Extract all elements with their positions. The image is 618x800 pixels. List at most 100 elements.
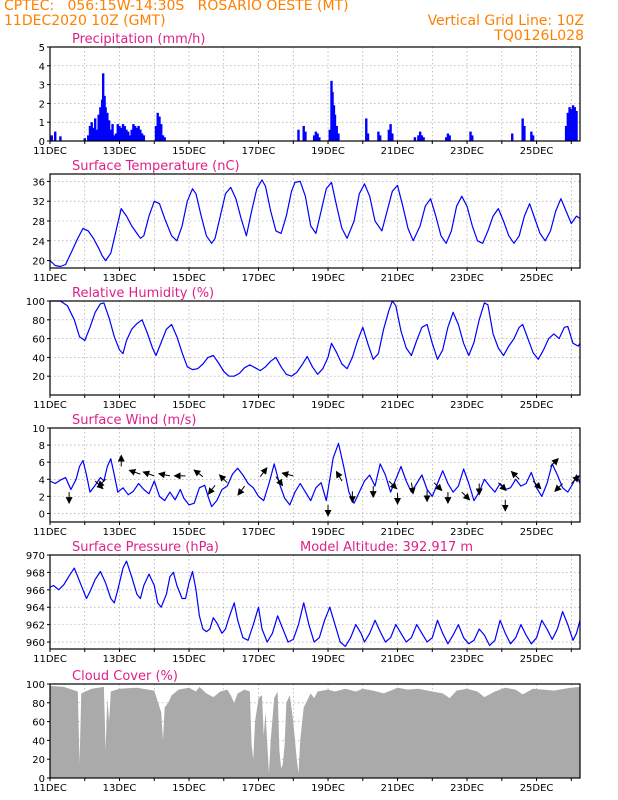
x-tick-label: 19DEC (311, 654, 345, 665)
y-tick-label: 0 (39, 774, 45, 785)
precip-bar (444, 137, 448, 141)
precip-bar (318, 137, 321, 141)
y-tick-label: 4 (39, 475, 45, 486)
header-station: CPTEC: 056:15W-14:30S ROSARIO OESTE (MT) (4, 0, 349, 14)
precip-bar (511, 133, 514, 141)
wind-arrow (335, 470, 343, 482)
y-tick-label: 10 (32, 424, 45, 435)
precip-bar (111, 124, 114, 141)
precip-bar (366, 133, 370, 141)
x-tick-label: 15DEC (172, 146, 206, 157)
precip-bar (158, 116, 161, 141)
panel-title: Surface Temperature (nC) (72, 159, 240, 174)
precip-bar (571, 105, 575, 141)
x-tick-label: 13DEC (103, 273, 137, 284)
panel-frame (49, 427, 581, 523)
precip-bar (566, 112, 570, 141)
precip-bar (161, 135, 165, 141)
x-tick-label: 11DEC (33, 527, 67, 538)
precip-bar (335, 125, 338, 141)
y-tick-label: 60 (32, 335, 45, 346)
y-tick-label: 3 (39, 81, 45, 92)
y-tick-label: 5 (39, 43, 45, 54)
precip-bar (101, 73, 105, 141)
precip-bar (160, 124, 163, 141)
x-tick-label: 23DEC (450, 527, 484, 538)
precip-bar (331, 92, 334, 141)
humidity-line (50, 300, 581, 377)
y-tick-label: 960 (26, 638, 45, 649)
precip-bar (107, 120, 111, 141)
precip-bar (417, 135, 420, 141)
precip-bar (471, 135, 474, 141)
precip-bar (106, 112, 109, 141)
x-tick-label: 17DEC (242, 146, 276, 157)
x-tick-label: 25DEC (520, 146, 554, 157)
x-tick-label: 13DEC (103, 783, 137, 794)
precip-bar (469, 131, 472, 141)
precip-bar (95, 129, 99, 141)
precip-bar (387, 129, 391, 141)
x-tick-label: 19DEC (311, 273, 345, 284)
precip-bar (365, 118, 368, 141)
x-tick-label: 15DEC (172, 783, 206, 794)
precip-bar (418, 131, 422, 141)
panel-wind: 0 2 4 6 8 10 11DEC 13DEC 15DEC 17DEC 19DEC 21DEC 23D… (32, 413, 581, 538)
precip-bar (531, 135, 535, 141)
wind-arrow (259, 467, 268, 478)
y-tick-label: 40 (32, 353, 45, 364)
precip-bar (109, 129, 113, 141)
y-tick-label: 0 (39, 137, 45, 148)
x-tick-label: 15DEC (172, 273, 206, 284)
precip-bar (333, 114, 337, 141)
x-tick-label: 19DEC (311, 146, 345, 157)
x-tick-label: 23DEC (450, 146, 484, 157)
y-tick-label: 970 (26, 551, 45, 562)
precip-bar (448, 135, 451, 141)
panel-frame (49, 300, 581, 396)
precip-bar (163, 137, 166, 141)
precip-bar (132, 124, 135, 141)
x-tick-label: 17DEC (242, 654, 276, 665)
precip-bar (126, 131, 130, 141)
x-tick-label: 17DEC (242, 273, 276, 284)
precip-bar (377, 131, 380, 141)
x-tick-label: 23DEC (450, 783, 484, 794)
y-tick-label: 28 (32, 217, 45, 228)
x-tick-label: 13DEC (103, 654, 137, 665)
precip-bar (128, 135, 132, 141)
wind-arrow (550, 458, 559, 467)
x-tick-label: 13DEC (103, 146, 137, 157)
panel-title: Cloud Cover (%) (72, 669, 178, 684)
precip-bar (54, 131, 57, 141)
precip-bar (304, 131, 307, 141)
x-tick-label: 23DEC (450, 273, 484, 284)
precip-bar (87, 135, 90, 141)
y-tick-label: 36 (32, 177, 45, 188)
precip-bar (120, 127, 123, 141)
precip-bar (137, 125, 140, 141)
precip-bar (570, 109, 573, 141)
wind-arrow (388, 480, 398, 490)
y-tick-label: 6 (39, 458, 45, 469)
x-tick-label: 13DEC (103, 400, 137, 411)
cloud-cover-area (50, 685, 580, 778)
precip-bar (521, 118, 524, 141)
precip-bar (378, 135, 382, 141)
precip-bar (104, 107, 107, 141)
y-tick-label: 962 (26, 621, 45, 632)
header-grid-note: Vertical Grid Line: 10Z (427, 13, 584, 29)
x-tick-label: 15DEC (172, 654, 206, 665)
precip-bar (97, 114, 100, 141)
precip-bar (92, 127, 95, 141)
x-tick-label: 25DEC (520, 273, 554, 284)
precip-bar (391, 133, 394, 141)
wind-arrow (570, 475, 580, 484)
precip-bar (446, 133, 450, 141)
precip-bar (154, 125, 158, 141)
panel-frame (49, 683, 581, 779)
y-tick-label: 968 (26, 568, 45, 579)
wind-arrow (97, 478, 106, 488)
precip-bar (118, 125, 121, 141)
